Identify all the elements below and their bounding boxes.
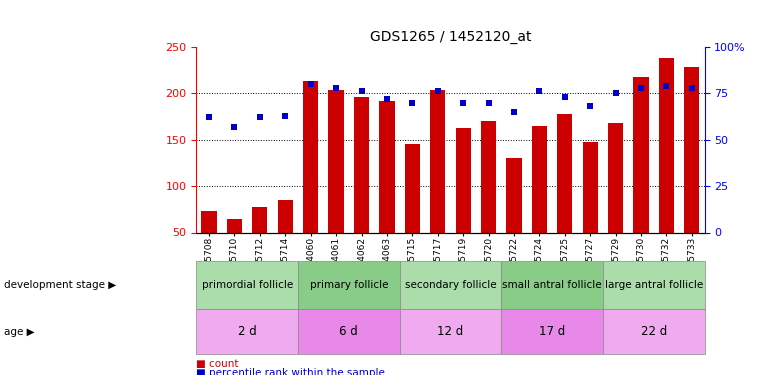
Point <box>254 114 266 120</box>
Text: secondary follicle: secondary follicle <box>405 280 496 290</box>
Text: ■ percentile rank within the sample: ■ percentile rank within the sample <box>196 368 385 375</box>
Bar <box>481 121 496 279</box>
Point <box>305 81 317 87</box>
Point <box>559 94 571 100</box>
Point <box>533 88 545 94</box>
Bar <box>202 211 216 279</box>
Point <box>686 85 698 91</box>
Bar <box>329 90 343 279</box>
Bar <box>430 90 445 279</box>
Text: age ▶: age ▶ <box>4 327 35 337</box>
Point <box>330 85 342 91</box>
Bar <box>532 126 547 279</box>
Bar <box>227 219 242 279</box>
Point <box>431 88 444 94</box>
Text: 2 d: 2 d <box>238 326 256 338</box>
Text: large antral follicle: large antral follicle <box>604 280 703 290</box>
Point <box>610 90 622 96</box>
Bar <box>659 58 674 279</box>
Text: primary follicle: primary follicle <box>310 280 388 290</box>
Bar <box>456 128 470 279</box>
Bar <box>380 101 394 279</box>
Point <box>482 100 495 106</box>
Bar <box>608 123 623 279</box>
Bar <box>354 97 369 279</box>
Bar <box>303 81 318 279</box>
Point <box>635 85 648 91</box>
Point <box>381 96 393 102</box>
Point <box>661 83 673 89</box>
Point <box>228 124 240 130</box>
Bar <box>634 76 648 279</box>
Title: GDS1265 / 1452120_at: GDS1265 / 1452120_at <box>370 30 531 45</box>
Point <box>457 100 470 106</box>
Text: 22 d: 22 d <box>641 326 667 338</box>
Bar <box>557 114 572 279</box>
Text: 17 d: 17 d <box>539 326 565 338</box>
Bar <box>405 144 420 279</box>
Text: primordial follicle: primordial follicle <box>202 280 293 290</box>
Text: 6 d: 6 d <box>340 326 358 338</box>
Text: small antral follicle: small antral follicle <box>502 280 602 290</box>
Bar <box>278 200 293 279</box>
Bar <box>583 141 598 279</box>
Bar <box>685 67 699 279</box>
Point <box>203 114 216 120</box>
Point <box>584 103 597 109</box>
Text: 12 d: 12 d <box>437 326 464 338</box>
Text: ■ count: ■ count <box>196 360 239 369</box>
Point <box>508 109 521 115</box>
Point <box>356 88 368 94</box>
Text: development stage ▶: development stage ▶ <box>4 280 116 290</box>
Bar <box>507 158 521 279</box>
Point <box>280 112 292 118</box>
Point <box>407 100 419 106</box>
Bar <box>253 207 267 279</box>
